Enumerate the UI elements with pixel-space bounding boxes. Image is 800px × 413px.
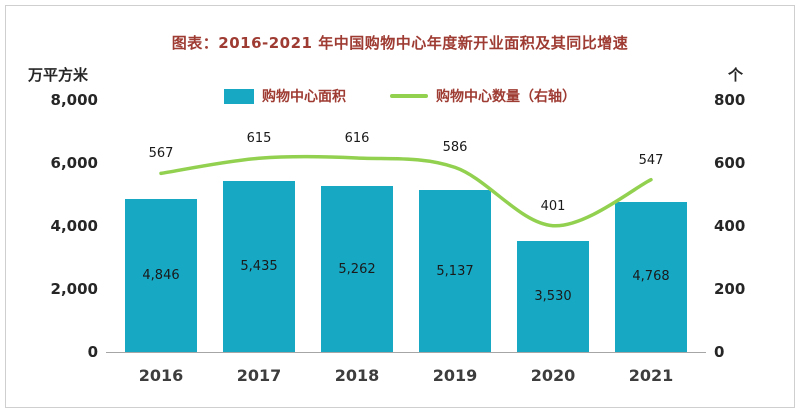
bar-value-label: 4,846 [142,268,180,284]
bar-swatch-icon [224,88,254,104]
legend-item-area: 购物中心面积 [224,86,346,106]
right-tick-label: 200 [714,280,746,298]
right-tick-label: 0 [714,343,725,361]
left-axis-unit-label: 万平方米 [28,66,89,84]
x-axis-label: 2019 [432,366,478,385]
bar: 5,137 [419,190,491,352]
line-point-label: 567 [148,146,174,162]
right-axis-unit-label: 个 [728,66,744,84]
bar-value-label: 5,137 [436,263,474,279]
bar-value-label: 3,530 [534,288,572,304]
legend-label-area: 购物中心面积 [262,89,346,105]
bar-value-label: 5,435 [240,258,278,274]
bar-value-label: 5,262 [338,261,376,277]
right-tick-label: 400 [714,217,746,235]
x-axis-label: 2018 [334,366,380,385]
bar: 4,768 [615,201,687,352]
line-point-label: 616 [344,130,370,146]
x-axis-line [106,352,706,353]
left-tick-label: 6,000 [50,154,98,172]
left-tick-label: 8,000 [50,91,98,109]
left-tick-label: 0 [87,343,98,361]
bar: 5,262 [321,186,393,352]
bar-value-label: 4,768 [632,269,670,285]
right-tick-label: 600 [714,154,746,172]
legend-item-count: 购物中心数量（右轴） [390,86,576,106]
x-axis-label: 2021 [628,366,674,385]
line-point-label: 615 [246,131,272,147]
legend-label-count: 购物中心数量（右轴） [436,89,576,105]
x-axis-label: 2017 [236,366,282,385]
legend: 购物中心面积 购物中心数量（右轴） [0,86,800,106]
x-axis-label: 2020 [530,366,576,385]
left-tick-label: 4,000 [50,217,98,235]
line-point-label: 586 [442,140,468,156]
right-tick-label: 800 [714,91,746,109]
bar: 4,846 [125,199,197,352]
bar: 5,435 [223,180,295,352]
line-swatch-icon [390,94,428,98]
chart-title: 图表：2016-2021 年中国购物中心年度新开业面积及其同比增速 [171,34,629,52]
left-tick-label: 2,000 [50,280,98,298]
line-point-label: 547 [638,152,664,168]
bar: 3,530 [517,240,589,352]
line-point-label: 401 [540,198,566,214]
x-axis-label: 2016 [138,366,184,385]
